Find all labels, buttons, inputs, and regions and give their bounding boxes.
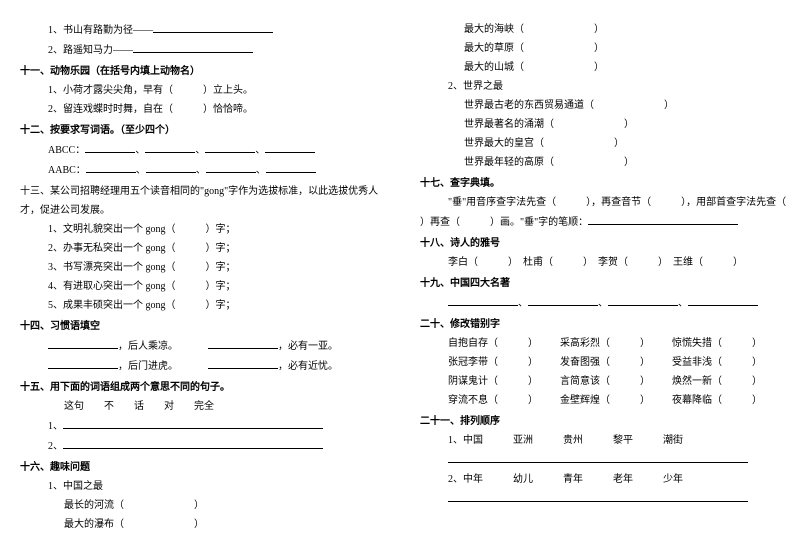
right-column: 最大的海峡（ ） 最大的草原（ ） 最大的山城（ ） 2、世界之最 世界最古老的… <box>400 0 800 548</box>
sec11-1: 1、小荷才露尖尖角，早有（ ）立上头。 <box>20 81 380 100</box>
blank <box>266 160 316 173</box>
sec19-title: 十九、中国四大名著 <box>420 274 780 293</box>
label: AABC： <box>48 165 86 176</box>
r2: 最大的草原（ ） <box>420 39 780 58</box>
blank <box>205 140 255 153</box>
c3: 惊慌失措（ ） <box>672 338 762 349</box>
blank <box>86 160 136 173</box>
sec20-r2: 张冠李带（ ） 发奋图强（ ） 受益非浅（ ） <box>420 353 780 372</box>
blank <box>448 450 748 463</box>
c3: 焕然一新（ ） <box>672 376 762 387</box>
sec13-title2: 才，促进公司发展。 <box>20 201 380 220</box>
text: ，后门进虎。 <box>118 361 178 372</box>
sec17-title: 十七、查字典填。 <box>420 174 780 193</box>
c1: 自抱自存（ ） <box>448 338 538 349</box>
sec20-r1: 自抱自存（ ） 采高彩烈（ ） 惊慌失措（ ） <box>420 334 780 353</box>
c2: 发奋图强（ ） <box>560 357 650 368</box>
q2: 2、路遥知马力—— <box>20 40 380 60</box>
sec14-title: 十四、习惯语填空 <box>20 317 380 336</box>
text: 2、路遥知马力—— <box>48 45 133 56</box>
blank <box>588 212 738 225</box>
blank <box>145 140 195 153</box>
blank <box>265 140 315 153</box>
sec21-2b <box>420 489 780 509</box>
blank <box>688 293 758 306</box>
text: 1、书山有路勤为径—— <box>48 25 153 36</box>
c2: 言简意该（ ） <box>560 376 650 387</box>
c2: 金壁辉煌（ ） <box>560 395 650 406</box>
sec13-2: 2、办事无私突出一个 gong（ ）字； <box>20 239 380 258</box>
sec20-title: 二十、修改错别字 <box>420 315 780 334</box>
c1: 穿流不息（ ） <box>448 395 538 406</box>
text: ，后人乘凉。 <box>118 341 178 352</box>
blank <box>208 336 278 349</box>
sec18-row: 李白（ ） 杜甫（ ） 李贺（ ） 王维（ ） <box>420 253 780 272</box>
text: ）再查（ ）画。"垂"字的笔顺： <box>420 217 588 228</box>
c1: 阴谋鬼计（ ） <box>448 376 538 387</box>
blank <box>63 416 323 429</box>
blank <box>48 356 118 369</box>
r-sub2: 2、世界之最 <box>420 77 780 96</box>
sec13-3: 3、书写漂亮突出一个 gong（ ）字； <box>20 258 380 277</box>
c1: 张冠李带（ ） <box>448 357 538 368</box>
text: ，必有近忧。 <box>278 361 338 372</box>
sec13-title1: 十三、某公司招聘经理用五个读音相同的"gong"字作为选拔标准，以此选拔优秀人 <box>20 182 380 201</box>
sec15-words: 这句 不 话 对 完全 <box>20 397 380 416</box>
sec16-sub1: 1、中国之最 <box>20 477 380 496</box>
blank <box>133 40 253 53</box>
sec16-title: 十六、趣味问题 <box>20 458 380 477</box>
blank <box>153 20 273 33</box>
blank <box>448 489 748 502</box>
r6: 世界最大的皇宫（ ） <box>420 134 780 153</box>
sec11-2: 2、留连戏蝶时时舞，自在（ ）恰恰啼。 <box>20 100 380 119</box>
sec18-title: 十八、诗人的雅号 <box>420 234 780 253</box>
text: ，必有一亚。 <box>278 341 338 352</box>
c3: 夜幕降临（ ） <box>672 395 762 406</box>
label: 2、 <box>48 441 63 452</box>
sec16-a: 最长的河流（ ） <box>20 496 380 515</box>
blank <box>608 293 678 306</box>
sec21-2: 2、中年 幼儿 青年 老年 少年 <box>420 470 780 489</box>
sec17-1b: ）再查（ ）画。"垂"字的笔顺： <box>420 212 780 232</box>
sec12-abcc: ABCC：、、、 <box>20 140 380 160</box>
sec13-5: 5、成果丰硕突出一个 gong（ ）字； <box>20 296 380 315</box>
r1: 最大的海峡（ ） <box>420 20 780 39</box>
label: 1、 <box>48 421 63 432</box>
blank <box>448 293 518 306</box>
blank <box>63 436 323 449</box>
blank <box>146 160 196 173</box>
sec12-title: 十二、按要求写词语。（至少四个） <box>20 121 380 140</box>
r3: 最大的山城（ ） <box>420 58 780 77</box>
r4: 世界最古老的东西贸易通道（ ） <box>420 96 780 115</box>
blank <box>206 160 256 173</box>
sec20-r4: 穿流不息（ ） 金壁辉煌（ ） 夜幕降临（ ） <box>420 391 780 410</box>
sec19-blank: 、、、 <box>420 293 780 313</box>
c2: 采高彩烈（ ） <box>560 338 650 349</box>
sec15-1: 1、 <box>20 416 380 436</box>
r7: 世界最年轻的高原（ ） <box>420 153 780 172</box>
blank <box>48 336 118 349</box>
sec21-1: 1、中国 亚洲 贵州 黎平 潮街 <box>420 431 780 450</box>
sec14-row1: ，后人乘凉。 ，必有一亚。 <box>20 336 380 356</box>
blank <box>528 293 598 306</box>
sec21-title: 二十一、排列顺序 <box>420 412 780 431</box>
sec17-1a: "垂"用音序查字法先查（ ），再查音节（ ），用部首查字法先查（ <box>420 193 780 212</box>
sec20-r3: 阴谋鬼计（ ） 言简意该（ ） 焕然一新（ ） <box>420 372 780 391</box>
sec12-aabc: AABC：、、、 <box>20 160 380 180</box>
sec13-1: 1、文明礼貌突出一个 gong（ ）字； <box>20 220 380 239</box>
q1: 1、书山有路勤为径—— <box>20 20 380 40</box>
blank <box>208 356 278 369</box>
sec13-4: 4、有进取心突出一个 gong（ ）字； <box>20 277 380 296</box>
sec15-title: 十五、用下面的词语组成两个意思不同的句子。 <box>20 378 380 397</box>
c3: 受益非浅（ ） <box>672 357 762 368</box>
label: ABCC： <box>48 145 85 156</box>
r5: 世界最著名的涌潮（ ） <box>420 115 780 134</box>
sec14-row2: ，后门进虎。 ，必有近忧。 <box>20 356 380 376</box>
left-column: 1、书山有路勤为径—— 2、路遥知马力—— 十一、动物乐园（在括号内填上动物名）… <box>0 0 400 548</box>
sec11-title: 十一、动物乐园（在括号内填上动物名） <box>20 62 380 81</box>
sec15-2: 2、 <box>20 436 380 456</box>
blank <box>85 140 135 153</box>
sec16-b: 最大的瀑布（ ） <box>20 515 380 534</box>
sec21-1b <box>420 450 780 470</box>
